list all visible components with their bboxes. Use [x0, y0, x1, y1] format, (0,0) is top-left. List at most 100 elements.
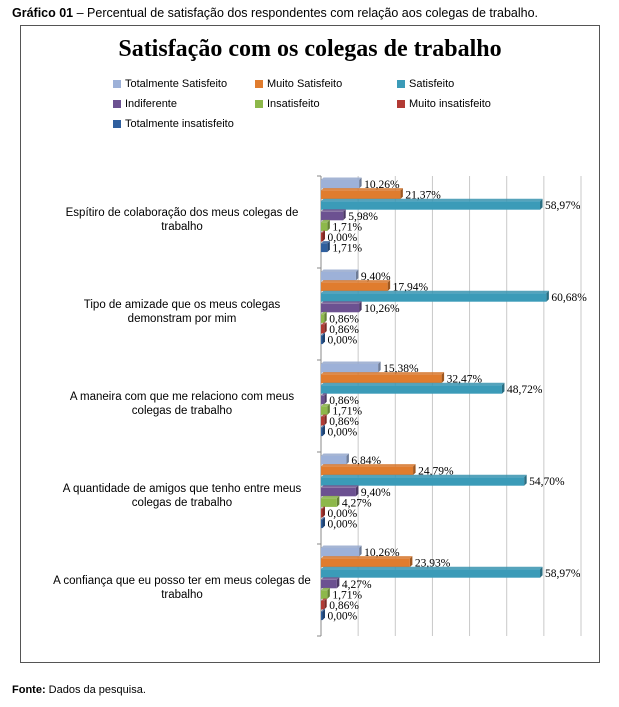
bar-top [321, 333, 325, 336]
data-label: 0,86% [329, 313, 359, 325]
bar-plot: 10,26%21,37%58,97%5,98%1,71%0,00%1,71%9,… [317, 175, 587, 637]
data-label: 0,86% [329, 324, 359, 336]
bar-top [321, 453, 349, 456]
category-label: A confiança que eu posso ter em meus col… [53, 575, 311, 601]
data-label: 0,86% [329, 600, 359, 612]
legend-label: Insatisfeito [267, 98, 320, 110]
bar-side [546, 290, 549, 302]
bar-top [321, 361, 381, 364]
data-label: 1,71% [332, 243, 362, 255]
bar-top [321, 230, 325, 233]
legend-item: Satisfeito [397, 78, 454, 90]
data-label: 58,97% [545, 200, 581, 212]
caption-label: Gráfico 01 [12, 6, 74, 20]
bar-side [324, 311, 327, 323]
bar [321, 579, 337, 589]
bar [321, 558, 410, 568]
chart-frame: Satisfação com os colegas de trabalho To… [20, 25, 600, 663]
bar-side [322, 506, 325, 518]
bar-side [324, 598, 327, 610]
bar-side [327, 403, 330, 415]
bar [321, 406, 328, 415]
data-label: 0,00% [328, 519, 358, 531]
bar [321, 190, 401, 200]
bar-top [321, 566, 543, 570]
bar-top [321, 506, 325, 509]
bar [321, 611, 323, 621]
bar-top [321, 403, 330, 407]
source-label: Fonte: [12, 684, 46, 696]
source-note: Fonte: Dados da pesquisa. [12, 684, 146, 696]
data-label: 0,00% [328, 427, 358, 439]
bar-top [321, 393, 327, 396]
bar [321, 590, 328, 599]
bar-side [343, 209, 346, 221]
bar [321, 417, 325, 426]
legend-label: Muito insatisfeito [409, 98, 491, 110]
data-label: 0,00% [328, 232, 358, 244]
bar-side [355, 269, 359, 281]
bar-side [346, 453, 349, 465]
legend-swatch [397, 100, 405, 108]
legend-swatch [113, 100, 121, 108]
bar-top [321, 598, 327, 601]
bar-top [321, 414, 327, 417]
bar-side [359, 177, 362, 189]
bar-top [321, 301, 362, 304]
bar [321, 211, 344, 221]
data-label: 0,00% [328, 508, 358, 520]
bar-side [324, 322, 327, 334]
data-label: 15,38% [383, 363, 419, 375]
bar [321, 180, 360, 189]
data-label: 4,27% [342, 497, 372, 509]
bar-top [321, 209, 346, 212]
bar [321, 303, 360, 313]
bar-side [540, 198, 543, 210]
data-label: 32,47% [447, 374, 483, 386]
legend-item: Insatisfeito [255, 98, 320, 110]
bar-side [413, 464, 416, 476]
bar-top [321, 474, 527, 478]
data-label: 10,26% [364, 179, 400, 191]
legend-label: Muito Satisfeito [267, 78, 343, 90]
bar-top [321, 290, 549, 294]
bar-top [321, 198, 543, 202]
data-label: 1,71% [332, 221, 362, 233]
bar [321, 569, 541, 578]
bar [321, 233, 323, 242]
bar-top [321, 545, 362, 548]
bar-side [322, 517, 325, 529]
data-label: 10,26% [364, 547, 400, 559]
bar-top [321, 464, 416, 467]
figure-caption: Gráfico 01 – Percentual de satisfação do… [12, 6, 538, 20]
chart-title: Satisfação com os colegas de trabalho [118, 36, 502, 62]
bar-side [324, 414, 327, 426]
bar-top [321, 280, 391, 283]
bar-side [327, 219, 330, 231]
bar-top [321, 495, 340, 499]
legend-item: Muito insatisfeito [397, 98, 491, 110]
legend-item: Indiferente [113, 98, 177, 110]
source-text: Dados da pesquisa. [45, 684, 146, 696]
bar [321, 509, 323, 518]
data-label: 4,27% [342, 579, 372, 591]
bar-top [321, 556, 413, 559]
bar-top [321, 425, 325, 428]
bar-top [321, 241, 330, 244]
caption-text: – Percentual de satisfação dos responden… [73, 6, 539, 20]
data-label: 17,94% [393, 282, 429, 294]
bar-side [400, 188, 403, 200]
bar-top [321, 587, 330, 591]
category-label: Espítiro de colaboração dos meus colegas… [65, 207, 299, 233]
legend-swatch [255, 80, 263, 88]
bar [321, 314, 325, 323]
data-label: 23,93% [415, 558, 451, 570]
category-label: A maneira com que me relaciono com meus … [69, 391, 295, 417]
data-label: 9,40% [361, 271, 391, 283]
legend-label: Satisfeito [409, 78, 455, 90]
data-label: 60,68% [551, 292, 587, 304]
bar-side [327, 587, 330, 599]
bar [321, 293, 547, 302]
bar-top [321, 372, 445, 375]
data-label: 24,79% [418, 466, 454, 478]
